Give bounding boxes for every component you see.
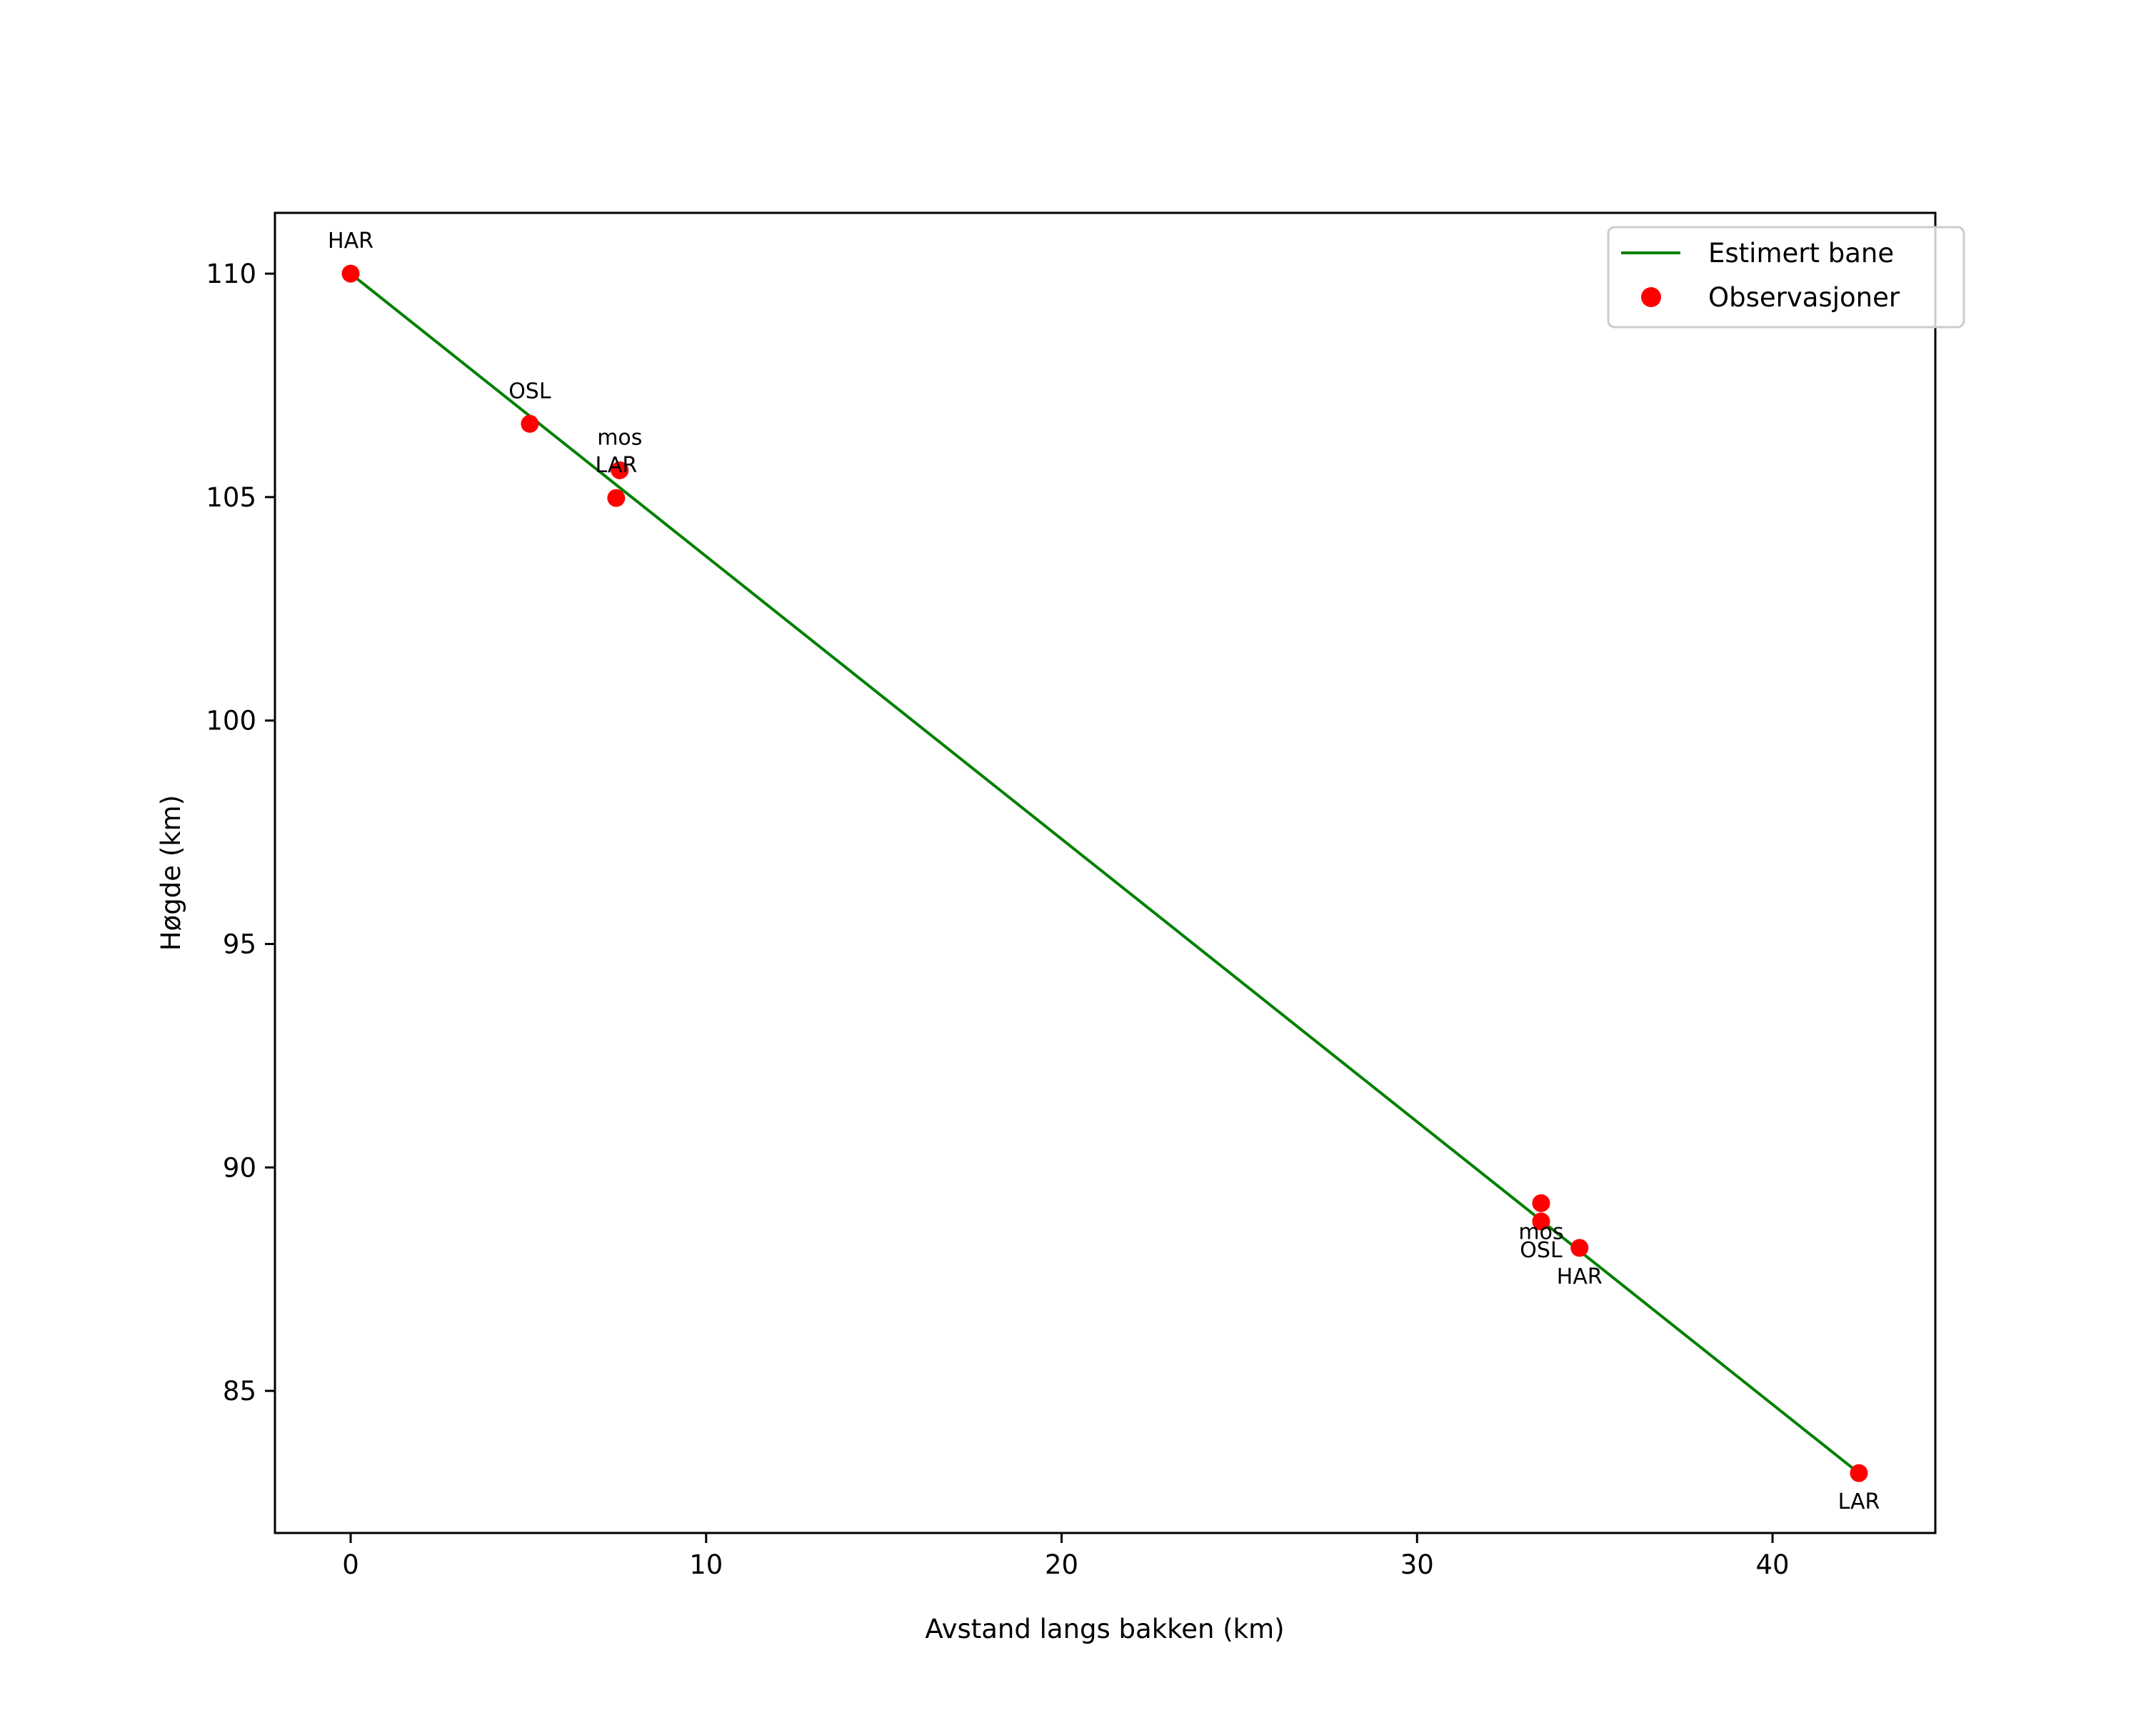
legend-label: Estimert bane [1708, 238, 1894, 269]
point-label: mos [1518, 1219, 1563, 1244]
observation-point [1570, 1239, 1589, 1257]
point-label: LAR [1838, 1489, 1880, 1514]
point-label: HAR [328, 229, 373, 254]
y-axis-label: Høgde (km) [156, 795, 186, 951]
legend-item-estimert-bane: Estimert bane [1621, 238, 1894, 269]
point-label: OSL [508, 379, 551, 404]
y-tick-label: 85 [223, 1376, 256, 1407]
point-label: HAR [1557, 1264, 1603, 1289]
observation-point [607, 489, 626, 507]
y-tick-label: 110 [206, 259, 256, 289]
legend-dot-icon [1641, 287, 1661, 307]
x-tick-label: 20 [1045, 1549, 1078, 1580]
observation-point [1850, 1464, 1868, 1482]
legend-item-observasjoner: Observasjoner [1641, 282, 1900, 313]
y-tick-label: 100 [206, 706, 256, 736]
legend-label: Observasjoner [1708, 282, 1900, 313]
legend-box [1607, 226, 1965, 329]
point-label: OSL [1520, 1238, 1563, 1263]
x-tick-label: 40 [1755, 1549, 1789, 1580]
observation-point [521, 414, 539, 433]
y-tick-label: 105 [206, 482, 256, 513]
observation-point [341, 264, 360, 283]
x-tick-label: 10 [689, 1549, 723, 1580]
y-tick-label: 95 [223, 929, 256, 959]
y-axis-ticks: 85 90 95 100 105 110 [206, 259, 275, 1407]
x-tick-label: 30 [1400, 1549, 1434, 1580]
observation-point [1532, 1212, 1550, 1231]
x-tick-label: 0 [342, 1549, 359, 1580]
point-label: mos [597, 425, 642, 450]
observation-point [1532, 1194, 1550, 1212]
observation-point [611, 461, 629, 479]
series-layer [341, 264, 1868, 1482]
x-axis-label: Avstand langs bakken (km) [925, 1614, 1284, 1644]
trajectory-line [349, 272, 1860, 1474]
legend: Estimert bane Observasjoner [1607, 226, 1965, 329]
point-label: LAR [595, 453, 637, 478]
axes-frame [274, 211, 1937, 1534]
y-tick-label: 90 [223, 1152, 256, 1183]
x-axis-ticks: 0 10 20 30 40 [342, 1533, 1790, 1580]
